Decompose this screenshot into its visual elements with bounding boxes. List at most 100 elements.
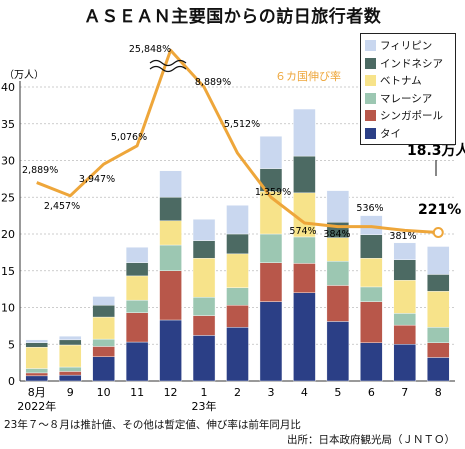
chart-title: ＡＳＥＡＮ主要国からの訪日旅行者数 [83, 7, 382, 27]
y-tick-label: 30 [1, 155, 15, 168]
bar-segment [58, 374, 82, 382]
bar-segment [259, 136, 283, 169]
legend-label: フィリピン [380, 40, 433, 53]
bar-segment [125, 262, 149, 277]
bar-segment [92, 338, 115, 347]
bar-segment [159, 170, 182, 198]
bar-segment [326, 321, 350, 382]
bar-segment [58, 335, 82, 341]
y-tick-label: 20 [1, 228, 15, 241]
legend-item: インドネシア [365, 55, 451, 73]
bar-segment [259, 301, 283, 382]
bar-segment [427, 357, 450, 382]
bar-segment [58, 339, 82, 346]
bar-segment [259, 262, 283, 302]
x-tick-label: 4 [301, 386, 308, 399]
bar-segment [293, 236, 316, 264]
growth-line-name: ６カ国伸び率 [275, 69, 341, 83]
bar-segment [326, 285, 350, 322]
bar-segment [25, 375, 48, 382]
x-tick-label: 8月 [28, 386, 46, 399]
bar-segment [427, 274, 450, 292]
growth-rate-label: 536% [356, 203, 383, 214]
legend-swatch [365, 57, 376, 69]
x-tick-label: 1 [201, 386, 208, 399]
bar-segment [125, 299, 149, 313]
bar-segment [92, 316, 115, 340]
bar-segment [192, 297, 216, 316]
legend-label: マレーシア [380, 92, 433, 105]
x-tick-label: 10 [97, 386, 111, 399]
growth-rate-label: 1,359% [255, 187, 291, 198]
x-tick-label: 5 [334, 386, 341, 399]
bar-segment [92, 356, 115, 382]
bar-segment [326, 237, 350, 262]
bar-segment [25, 368, 48, 374]
y-axis-label: （万人） [4, 69, 44, 81]
bar-segment [58, 366, 82, 372]
y-tick-label: 10 [1, 302, 15, 315]
bar-segment [360, 301, 383, 343]
growth-rate-label: 574% [289, 226, 316, 237]
growth-line: ６カ国伸び率 [36, 48, 444, 239]
legend-swatch [365, 40, 376, 52]
x-year-label: 2022年 [17, 399, 56, 413]
bar-segment [192, 315, 216, 336]
growth-rate-label: 2,457% [44, 201, 80, 212]
x-tick-label: 7 [401, 386, 408, 399]
x-tick-label: 8 [435, 386, 442, 399]
bar-segment [393, 344, 417, 382]
axis-break-mark [149, 65, 187, 73]
growth-rate-label: 25,848% [129, 44, 171, 55]
annotations: 2,889% 2,457% 3,947% 5,076% 25,848% 8,889% 5,5… [22, 44, 465, 242]
bar-segment [192, 258, 216, 298]
bar-segment [92, 305, 115, 318]
bar-segment [125, 275, 149, 301]
footnote: 23年７～８月は推計値、その他は暫定値、伸び率は前年同月比 [4, 419, 301, 431]
bar-segment [293, 292, 316, 382]
y-tick-label: 25 [1, 191, 15, 204]
y-tick-label: 40 [1, 81, 15, 94]
bar-segment [360, 342, 383, 382]
bar-segment [92, 346, 115, 357]
bar-segment [226, 305, 249, 328]
bar-segment [427, 342, 450, 358]
legend-label: ベトナム [380, 75, 422, 88]
bar-segment [393, 313, 417, 326]
legend-item: タイ [365, 125, 451, 143]
x-year-label: 23年 [192, 399, 217, 413]
bar-segment [259, 233, 283, 263]
legend-swatch [365, 75, 376, 87]
bar-segment [293, 155, 316, 194]
growth-line-path [36, 48, 439, 235]
y-tick-label: 0 [8, 375, 15, 388]
growth-line-end-point [432, 227, 444, 239]
x-tick-label: 3 [267, 386, 274, 399]
legend-swatch [365, 92, 376, 104]
legend-swatch [365, 110, 376, 122]
growth-rate-label: 2,889% [22, 165, 58, 176]
x-tick-label: 9 [67, 386, 74, 399]
bar-segment [427, 246, 450, 275]
bar-segment [192, 240, 216, 259]
axis-break-mark [149, 59, 187, 67]
bar-segment [25, 342, 48, 348]
legend-swatch [365, 127, 376, 139]
source-note: 出所：日本政府観光局（ＪＮＴＯ） [287, 434, 455, 446]
bar-segment [293, 108, 316, 157]
bar-segment [226, 327, 249, 382]
bar-segment [159, 319, 182, 382]
bar-segment [25, 346, 48, 369]
bar-segment [226, 287, 249, 306]
growth-rate-label: 5,076% [111, 132, 147, 143]
growth-rate-label: 381% [389, 231, 416, 242]
legend-item: シンガポール [365, 107, 451, 125]
bar-segment [159, 220, 182, 246]
bar-segment [125, 247, 149, 263]
bar-segment [25, 339, 48, 343]
bars [25, 108, 450, 382]
legend-item: マレーシア [365, 90, 451, 108]
bar-segment [226, 253, 249, 288]
